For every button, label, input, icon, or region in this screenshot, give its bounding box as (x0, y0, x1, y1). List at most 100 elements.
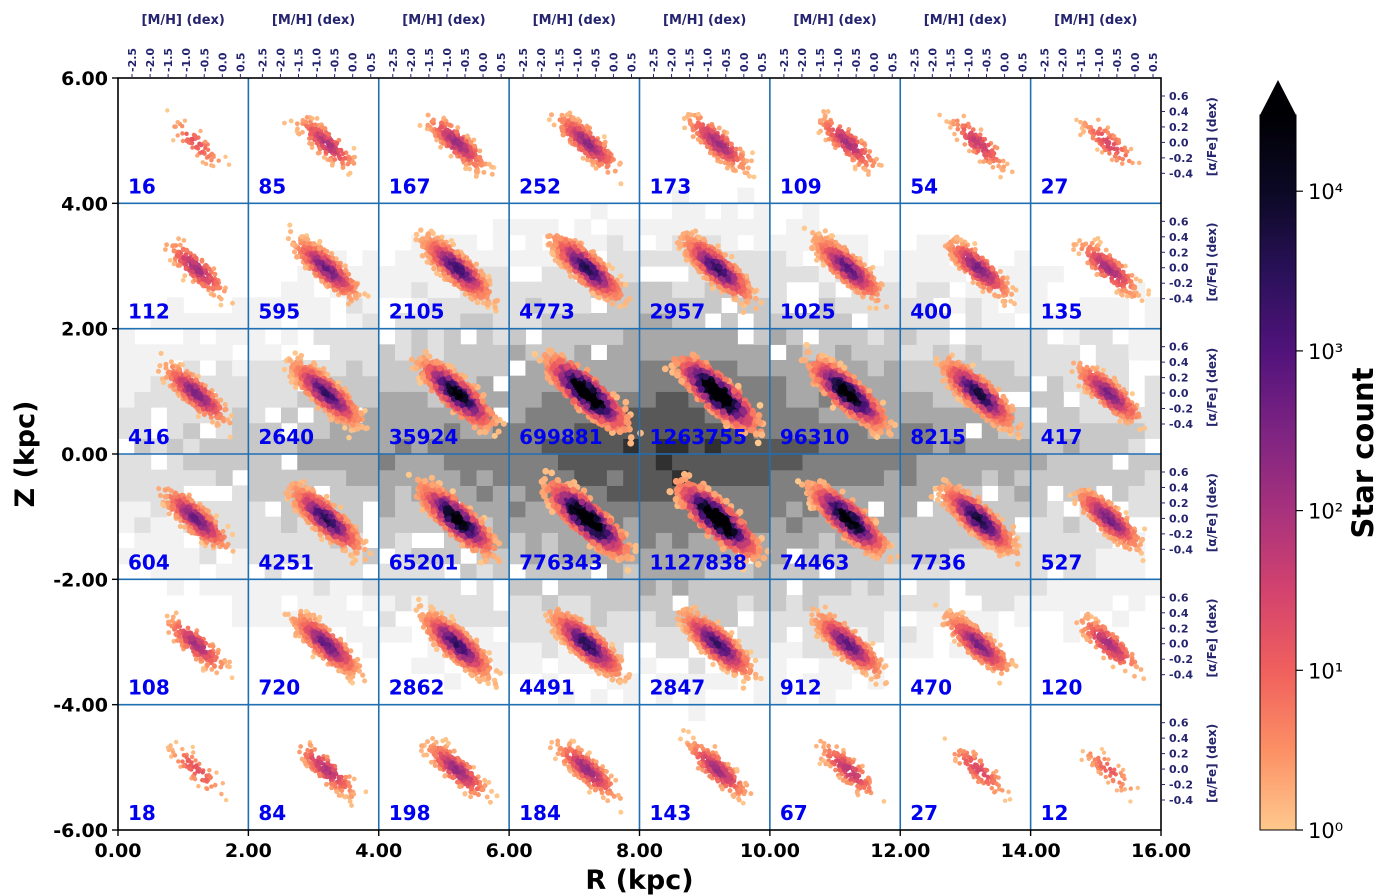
density-cell (1144, 297, 1161, 314)
density-cell (623, 516, 641, 533)
chemical-density-point (477, 148, 483, 154)
density-cell (639, 595, 657, 612)
density-cell (297, 548, 315, 565)
chemical-density-point (226, 162, 232, 167)
chemical-density-point (479, 162, 485, 168)
chemical-density-point (474, 168, 480, 174)
chemical-density-point (966, 148, 972, 154)
density-cell (769, 328, 787, 345)
density-cell (590, 469, 608, 486)
chemical-density-point (734, 156, 740, 162)
density-cell (395, 485, 412, 502)
density-cell (720, 328, 738, 345)
density-cell (606, 328, 624, 345)
density-cell (346, 313, 364, 330)
chemical-density-point (1001, 164, 1007, 170)
density-cell (655, 563, 673, 580)
density-cell (900, 281, 918, 298)
density-cell (509, 642, 527, 659)
density-cell (737, 187, 755, 204)
density-cell (753, 689, 771, 706)
density-cell (1095, 548, 1113, 565)
density-cell (525, 391, 543, 408)
chemical-density-point (200, 160, 205, 165)
density-cell (916, 407, 934, 424)
density-cell (672, 548, 689, 565)
density-cell (118, 407, 135, 424)
density-cell (166, 532, 184, 549)
density-cell (346, 360, 364, 377)
density-cell (1063, 469, 1081, 486)
density-cell (313, 595, 331, 612)
density-cell (900, 469, 918, 486)
density-cell (378, 407, 396, 424)
density-cell (802, 391, 820, 408)
density-cell (264, 610, 282, 627)
density-cell (395, 454, 412, 471)
chemical-density-point (199, 150, 205, 155)
chemical-density-point (211, 154, 216, 160)
density-cell (134, 501, 152, 518)
density-cell (606, 595, 624, 612)
density-cell (883, 485, 901, 502)
chemical-density-point (559, 112, 565, 118)
density-cell (655, 454, 673, 471)
chemical-density-point (180, 277, 186, 283)
density-cell (509, 407, 527, 424)
density-cell (802, 516, 820, 533)
density-cell (492, 563, 510, 580)
density-cell (818, 328, 836, 345)
density-cell (835, 469, 852, 486)
density-cell (688, 579, 706, 596)
chemical-density-point (337, 155, 343, 161)
density-cell (1112, 297, 1130, 314)
chemical-density-point (1112, 154, 1118, 159)
chemical-density-point (294, 121, 300, 127)
density-cell (150, 563, 168, 580)
density-cell (867, 344, 885, 361)
chemical-density-point (569, 121, 575, 127)
density-cell (639, 328, 657, 345)
density-cell (786, 407, 804, 424)
density-cell (574, 469, 592, 486)
density-cell (395, 391, 412, 408)
density-cell (818, 579, 836, 596)
density-cell (460, 360, 478, 377)
chemical-density-point (345, 161, 351, 167)
density-cell (769, 391, 787, 408)
chemical-density-point (721, 143, 727, 148)
density-cell (1063, 328, 1081, 345)
chemical-density-point (1088, 124, 1093, 130)
density-cell (118, 548, 135, 565)
density-cell (655, 532, 673, 549)
density-cell (232, 610, 249, 627)
density-cell (704, 673, 722, 690)
density-cell (769, 485, 787, 502)
density-cell (753, 266, 771, 283)
density-cell (525, 579, 543, 596)
chemical-density-point (313, 126, 319, 132)
density-cell (1030, 344, 1048, 361)
chemical-density-point (480, 271, 486, 278)
density-cell (1046, 532, 1064, 549)
density-cell (232, 313, 249, 330)
density-cell (753, 344, 771, 361)
density-cell (883, 281, 901, 298)
density-cell (655, 438, 673, 455)
density-cell (329, 438, 347, 455)
density-cell (672, 454, 689, 471)
density-cell (492, 234, 510, 251)
density-cell (737, 454, 755, 471)
density-cell (199, 438, 217, 455)
density-cell (623, 610, 641, 627)
density-cell (509, 250, 527, 267)
density-cell (509, 281, 527, 298)
density-cell (492, 281, 510, 298)
chemical-density-point (184, 247, 190, 253)
density-cell (248, 438, 266, 455)
density-cell (1030, 281, 1048, 298)
density-cell (264, 548, 282, 565)
density-cell (411, 548, 429, 565)
chemical-density-point (172, 124, 177, 129)
density-cell (1014, 454, 1032, 471)
